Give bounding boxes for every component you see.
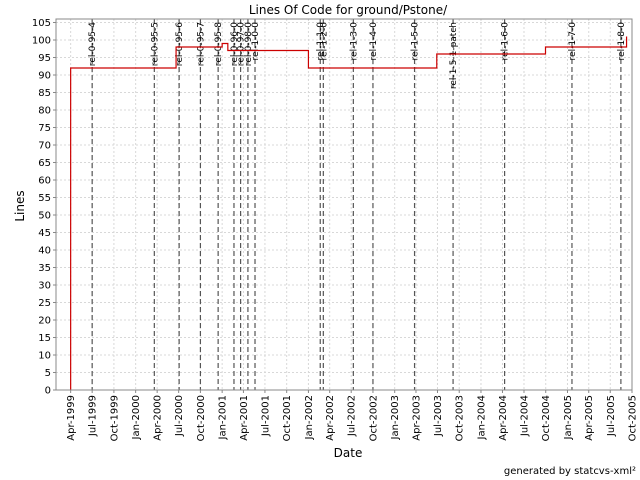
y-tick-label: 85 — [38, 88, 51, 99]
y-tick-label: 100 — [32, 36, 51, 47]
x-tick-label: Jan-2002 — [304, 395, 315, 440]
y-tick-label: 60 — [38, 176, 51, 187]
release-label: rel-1-7-0 — [568, 22, 578, 61]
release-label: rel-0-95-5 — [150, 22, 160, 66]
release-label: rel-0-96-0 — [230, 22, 240, 66]
x-tick-label: Jul-2002 — [347, 395, 358, 437]
series-layer — [70, 36, 628, 390]
x-axis-title: Date — [334, 446, 363, 460]
release-label: rel-0-95-7 — [196, 22, 206, 66]
release-label: rel-1-4-0 — [369, 22, 379, 61]
y-tick-label: 45 — [38, 228, 51, 239]
x-tick-labels: Apr-1999 Jul-1999 Oct-1999 Jan-2000 Apr-2000… — [66, 390, 639, 441]
y-tick-label: 35 — [38, 263, 51, 274]
y-tick-label: 70 — [38, 141, 51, 152]
release-label: rel-1-5-1-patch — [449, 22, 459, 89]
x-tick-label: Jul-2000 — [174, 395, 185, 437]
grid — [56, 19, 633, 391]
plot-area — [56, 19, 632, 390]
y-tick-label: 25 — [38, 298, 51, 309]
release-label: rel-1-0-0 — [251, 22, 261, 61]
x-tick-label: Apr-2005 — [584, 395, 595, 441]
y-tick-label: 105 — [32, 18, 51, 29]
y-tick-label: 20 — [38, 316, 51, 327]
release-label: rel-1-2-0 — [319, 22, 329, 61]
y-tick-label: 95 — [38, 53, 51, 64]
y-tick-label: 50 — [38, 211, 51, 222]
release-label: rel-1-8-0 — [617, 22, 627, 61]
release-label: rel-1-1-0 — [316, 22, 326, 61]
x-tick-label: Oct-2004 — [541, 395, 552, 441]
x-tick-label: Jul-2001 — [260, 395, 271, 437]
y-tick-label: 40 — [38, 246, 51, 257]
x-tick-label: Apr-2004 — [498, 395, 509, 441]
release-label: rel-0-98-0 — [244, 22, 254, 66]
x-tick-label: Oct-2005 — [628, 395, 639, 441]
x-tick-label: Oct-1999 — [109, 395, 120, 441]
x-tick-label: Jan-2000 — [131, 395, 142, 440]
x-tick-label: Jan-2001 — [218, 395, 229, 440]
axes — [55, 18, 633, 391]
x-tick-label: Apr-2003 — [411, 395, 422, 441]
x-tick-label: Oct-2002 — [368, 395, 379, 441]
y-tick-label: 80 — [38, 106, 51, 117]
x-tick-label: Jan-2004 — [476, 395, 487, 440]
x-tick-label: Jul-2003 — [433, 395, 444, 437]
generator-footer: generated by statcvs-xml² — [504, 466, 636, 477]
x-tick-label: Apr-2002 — [325, 395, 336, 441]
loc-line — [70, 36, 628, 390]
y-axis-title: Lines — [13, 190, 27, 221]
y-tick-label: 55 — [38, 193, 51, 204]
x-tick-label: Jan-2005 — [563, 395, 574, 440]
y-tick-label: 10 — [38, 351, 51, 362]
x-tick-label: Jan-2003 — [390, 395, 401, 440]
release-label: rel-0-95-4 — [88, 22, 98, 66]
y-tick-labels: 0 5 10 15 20 25 30 35 40 45 50 55 60 65 70 75 80 85 90 95 10… — [32, 18, 56, 397]
x-tick-label: Apr-2001 — [239, 395, 250, 441]
y-tick-label: 15 — [38, 333, 51, 344]
release-markers: rel-0-95-4 rel-0-95-5 rel-0-95-6 rel-0-95-7… — [88, 19, 627, 390]
y-tick-label: 5 — [45, 368, 51, 379]
release-label: rel-0-95-8 — [214, 22, 224, 66]
x-tick-label: Apr-2000 — [153, 395, 164, 441]
y-tick-label: 90 — [38, 71, 51, 82]
y-tick-label: 75 — [38, 123, 51, 134]
release-label: rel-0-97-0 — [237, 22, 247, 66]
x-tick-label: Jul-2004 — [519, 395, 530, 437]
release-label: rel-1-3-0 — [349, 22, 359, 61]
release-label: rel-1-6-0 — [501, 22, 511, 61]
plot-border — [55, 18, 633, 391]
chart-title: Lines Of Code for ground/Pstone/ — [249, 3, 448, 17]
x-tick-label: Apr-1999 — [66, 395, 77, 441]
y-tick-label: 0 — [45, 386, 51, 397]
release-label: rel-1-5-0 — [411, 22, 421, 61]
release-label: rel-0-95-6 — [175, 22, 185, 66]
x-tick-label: Oct-2000 — [196, 395, 207, 441]
x-tick-label: Oct-2003 — [455, 395, 466, 441]
y-tick-label: 65 — [38, 158, 51, 169]
x-tick-label: Oct-2001 — [282, 395, 293, 441]
x-tick-label: Jul-1999 — [88, 395, 99, 437]
y-tick-label: 30 — [38, 281, 51, 292]
x-tick-label: Jul-2005 — [606, 395, 617, 437]
